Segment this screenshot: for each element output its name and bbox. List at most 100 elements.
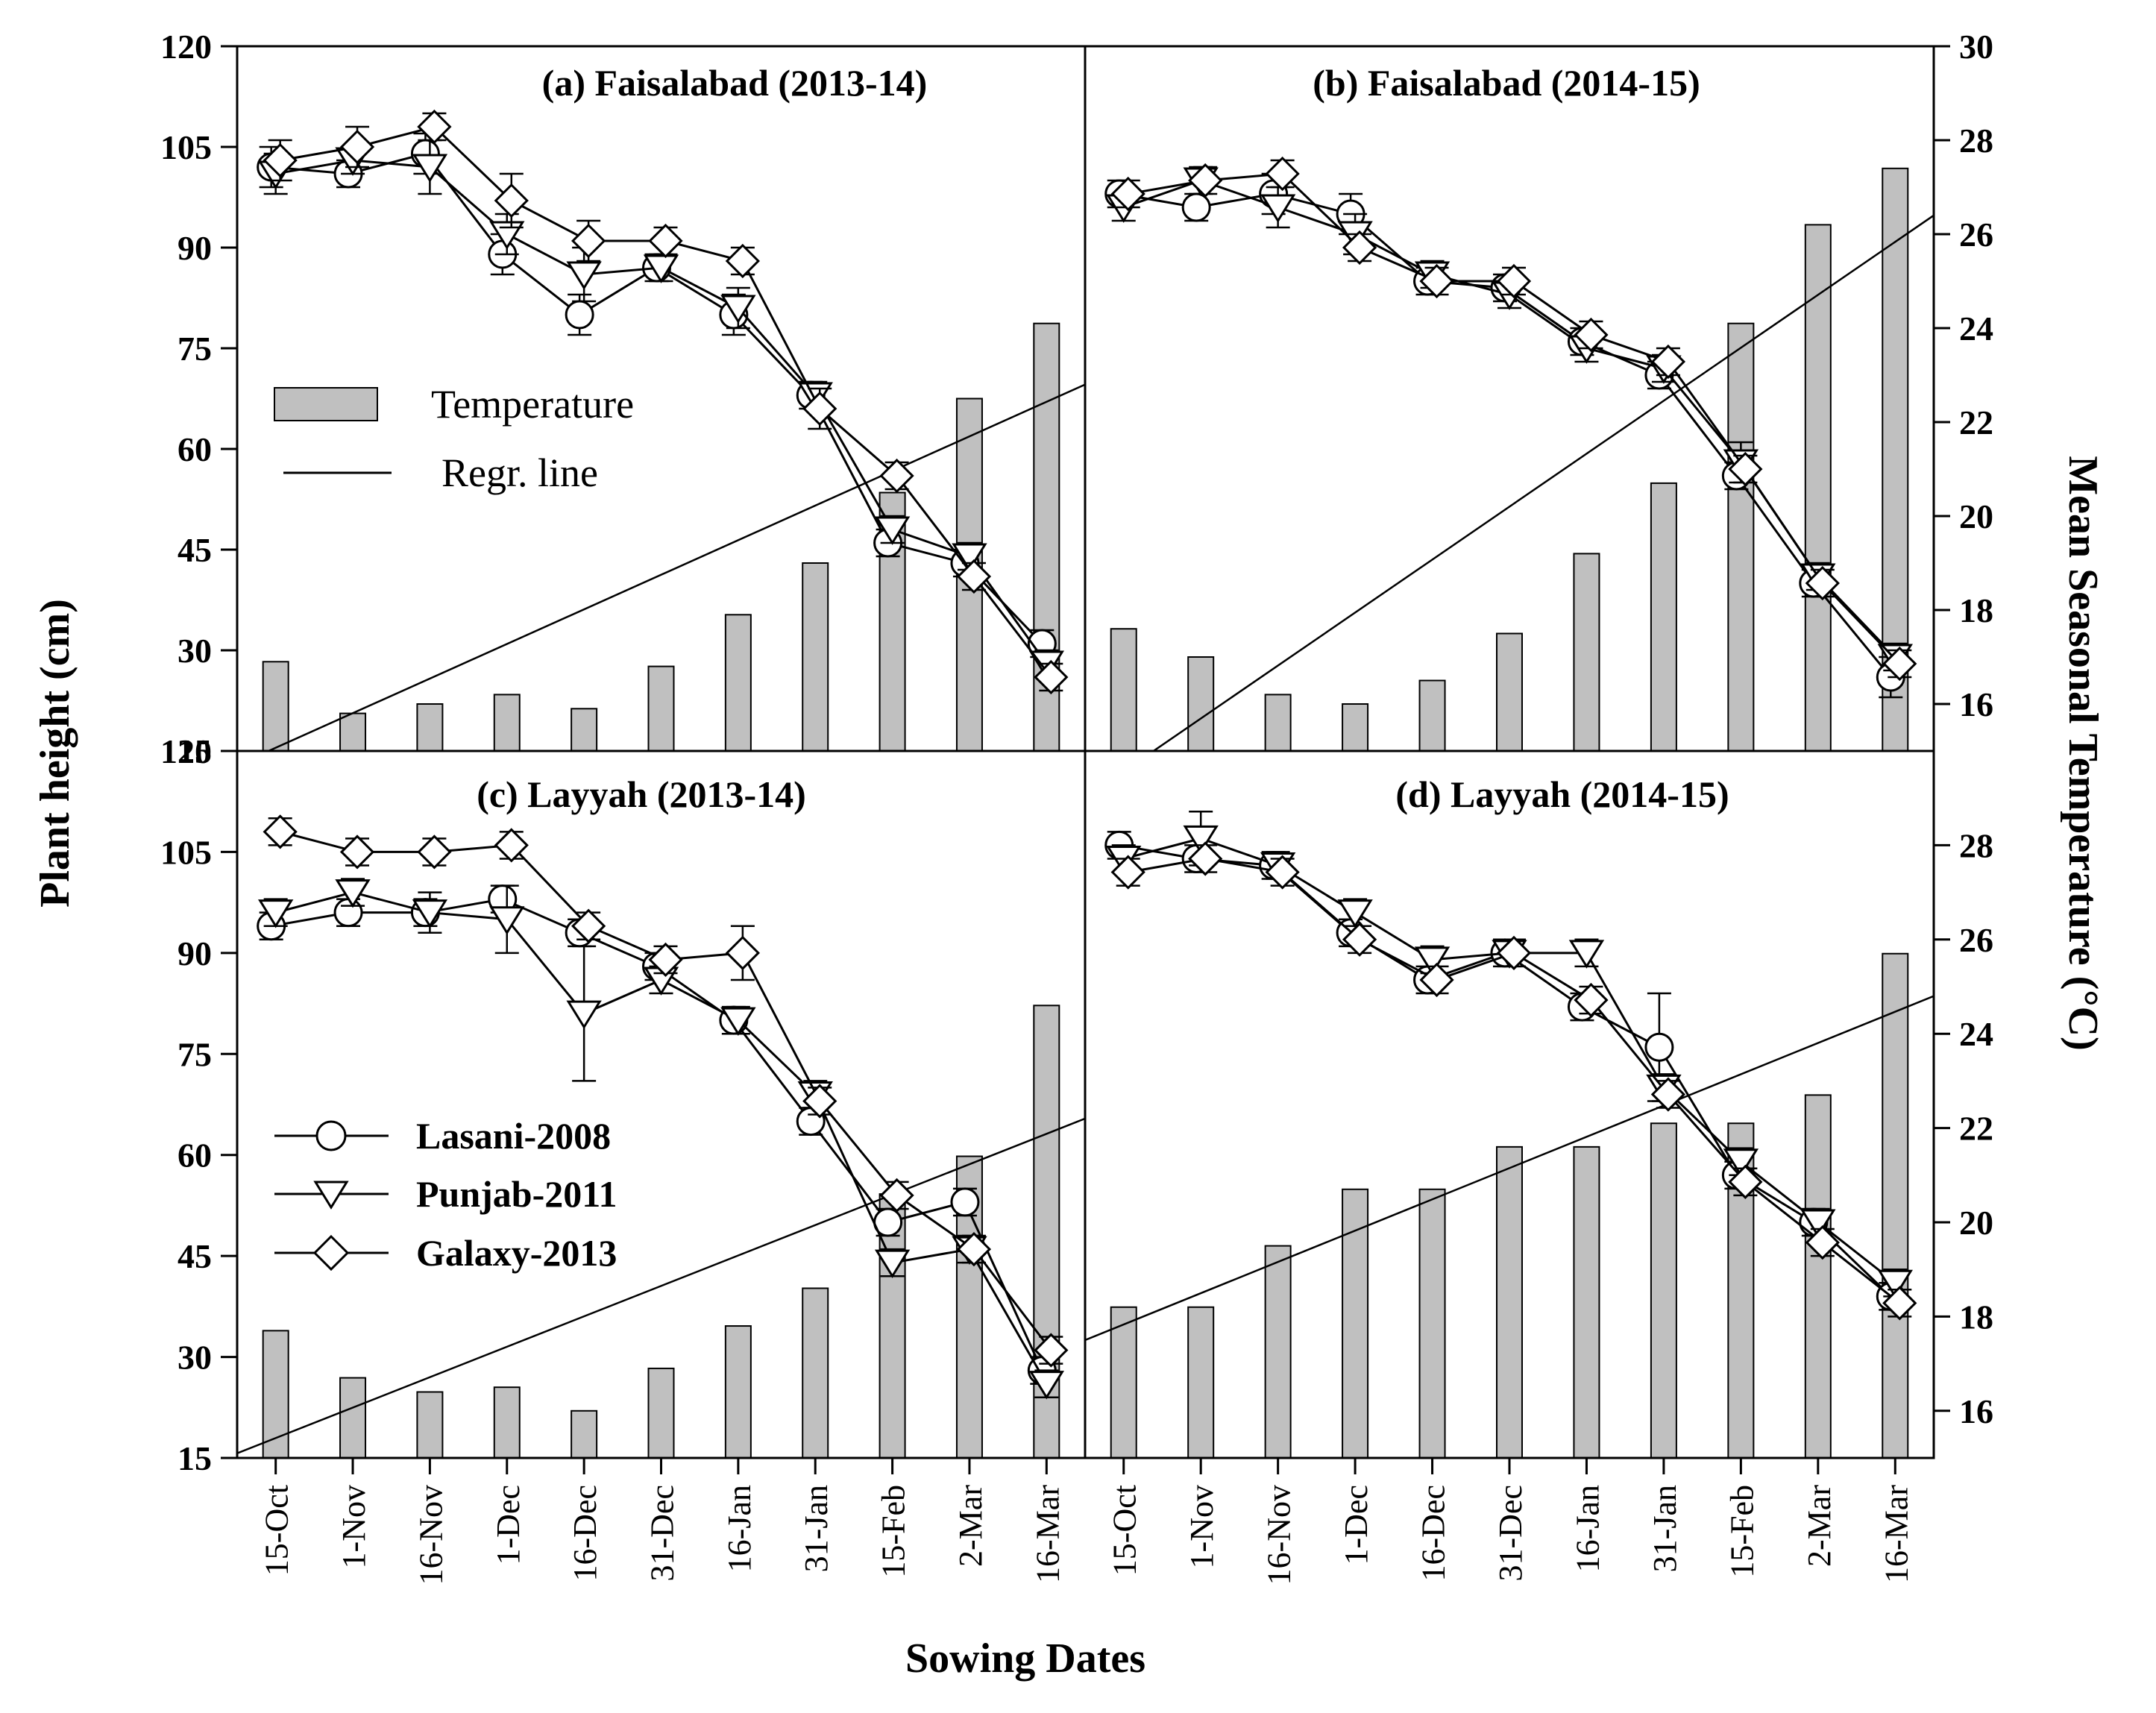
panel-d-temperature-bar [1882, 952, 1909, 1459]
right-axis-tick-label: 30 [1959, 28, 1993, 66]
panel-d-galaxy-2013-point [1265, 855, 1300, 890]
panel-a-galaxy-2013-point [1034, 659, 1069, 695]
x-axis-tick-label: 16-Mar [1029, 1485, 1066, 1583]
legend-temperature-label: Temperature [431, 382, 634, 427]
panel-c-temperature-bar [724, 1325, 752, 1459]
legend-galaxy-label: Galaxy-2013 [416, 1232, 617, 1274]
x-axis-tick-label: 15-Feb [1723, 1485, 1760, 1578]
x-axis-tick-label: 15-Feb [876, 1485, 912, 1578]
panel-c-galaxy-2013-point [571, 908, 606, 943]
x-axis-tick-label: 16-Nov [412, 1485, 449, 1585]
panel-d-temperature-bar [1804, 1094, 1832, 1459]
panel-b-galaxy-2013-point [1805, 565, 1840, 601]
left-axis-tick-label: 15 [177, 1439, 212, 1477]
panel-b-temperature-bar [1496, 632, 1523, 752]
left-axis-tick-label: 90 [177, 934, 212, 972]
panel-b-galaxy-2013-point [1882, 646, 1917, 682]
panel-a-temperature-bar [647, 665, 675, 752]
panel-c-galaxy-2013-line [280, 830, 1052, 1351]
legend-lasani-label: Lasani-2008 [416, 1115, 611, 1157]
panel-a-punjab-2011-point [874, 516, 911, 545]
panel-b-galaxy-2013-point [1419, 263, 1454, 299]
x-axis-tick-label: 16-Dec [1415, 1485, 1452, 1582]
panel-d-temperature-bar [1110, 1306, 1137, 1459]
panel-b-galaxy-2013-point [1728, 451, 1763, 487]
panel-b-temperature-bar [1264, 694, 1292, 752]
y-axis-right-title: Mean Seasonal Temperature (°C) [2060, 456, 2106, 1051]
left-axis-tick-label: 60 [177, 430, 212, 468]
panel-c-galaxy-2013-point [879, 1178, 914, 1213]
x-axis-tick-label: 2-Mar [1801, 1485, 1838, 1567]
panel-c-temperature-bar [262, 1330, 289, 1459]
panel-a-temperature-bar [339, 712, 367, 752]
panel-a-galaxy-2013-line [280, 125, 1052, 678]
panel-c-temperature-bar [802, 1287, 829, 1459]
right-axis-tick-label: 18 [1959, 591, 1993, 629]
panel-a-galaxy-2013-point [879, 458, 914, 494]
panel-b-temperature-bar [1187, 656, 1215, 752]
y-axis-right-title-unit: (°C) [2060, 976, 2106, 1051]
left-axis-tick-label: 120 [160, 28, 212, 66]
x-axis-tick-label: 1-Dec [490, 1485, 527, 1565]
panel-b-temperature-bar [1804, 224, 1832, 752]
panel-c-galaxy-2013-point [494, 828, 529, 863]
panel-b-galaxy-2013-point [1110, 176, 1145, 212]
right-axis-tick-label: 20 [1959, 1204, 1993, 1242]
panel-b-punjab-2011-point [1260, 194, 1296, 223]
legend-galaxy-marker [312, 1234, 350, 1272]
panel-a-galaxy-2013-point [571, 223, 606, 259]
panel-a-galaxy-2013-point [802, 391, 837, 427]
panel-a-punjab-2011-point [489, 221, 525, 250]
panel-d-temperature-bar [1187, 1306, 1215, 1459]
axes-layer: 1530456075901051201530456075901051201618… [160, 28, 1993, 1585]
panel-d-galaxy-2013-point [1650, 1077, 1686, 1112]
panel-b-galaxy-2013-point [1650, 344, 1686, 380]
panel-c-galaxy-2013-point [956, 1231, 992, 1267]
panel-d-punjab-2011-point [1800, 1209, 1836, 1238]
right-axis-tick-label: 28 [1959, 826, 1993, 864]
panel-d-punjab-2011-point [1337, 899, 1373, 928]
panel-b-galaxy-2013-point [1265, 156, 1300, 192]
left-axis-tick-label: 75 [177, 1035, 212, 1073]
x-axis-tick-label: 16-Jan [721, 1485, 758, 1572]
panel-d-galaxy-2013-point [1188, 841, 1223, 876]
panel-d-punjab-2011-point [1723, 1148, 1759, 1178]
panel-b-lasani-2008-point [1181, 192, 1211, 222]
panel-b-temperature-bar [1727, 322, 1755, 752]
panel-b-regression-line [1151, 214, 1934, 751]
panel-d-galaxy-2013-point [1574, 982, 1609, 1018]
panel-c-temperature-bar [339, 1377, 367, 1459]
x-axis-tick-label: 1-Dec [1338, 1485, 1374, 1565]
left-axis-tick-label: 105 [160, 833, 212, 871]
x-axis-tick-label: 15-Oct [1107, 1485, 1143, 1576]
panel-b-title: (b) Faisalabad (2014-15) [1313, 62, 1700, 104]
panel-c-temperature-bar [416, 1391, 444, 1459]
panel-b-lasani-2008-line [1119, 192, 1892, 678]
left-axis-tick-label: 75 [177, 330, 212, 368]
panel-c-punjab-2011-point [257, 899, 294, 928]
panel-d-regression-line [1085, 995, 1934, 1342]
panel-a-galaxy-2013-point [648, 223, 683, 259]
x-axis-tick-label: 31-Jan [1647, 1485, 1683, 1572]
panel-d-galaxy-2013-point [1728, 1164, 1763, 1199]
left-axis-tick-label: 45 [177, 1237, 212, 1275]
panel-d-temperature-bar [1496, 1145, 1523, 1459]
panel-c-lasani-2008-point [333, 898, 363, 928]
panel-c-galaxy-2013-point [1034, 1333, 1069, 1368]
panel-c-punjab-2011-point [874, 1249, 911, 1279]
panel-d-punjab-2011-point [1414, 946, 1451, 975]
legend-punjab-marker [313, 1181, 349, 1210]
panel-a-galaxy-2013-point [956, 559, 992, 594]
panel-b-punjab-2011-line [1123, 179, 1896, 659]
x-axis-tick-label: 1-Nov [336, 1485, 372, 1568]
left-axis-tick-label: 30 [177, 632, 212, 670]
panel-a-galaxy-2013-point [725, 243, 760, 279]
panel-c-galaxy-2013-point [648, 942, 683, 978]
legend-lasani-marker [315, 1120, 347, 1151]
panel-b-temperature-bar [1110, 628, 1137, 752]
right-axis-tick-label: 18 [1959, 1298, 1993, 1336]
panel-d-punjab-2011-point [1183, 825, 1219, 855]
panel-c-title: (c) Layyah (2013-14) [477, 773, 806, 815]
x-axis-tick-label: 31-Dec [644, 1485, 681, 1582]
